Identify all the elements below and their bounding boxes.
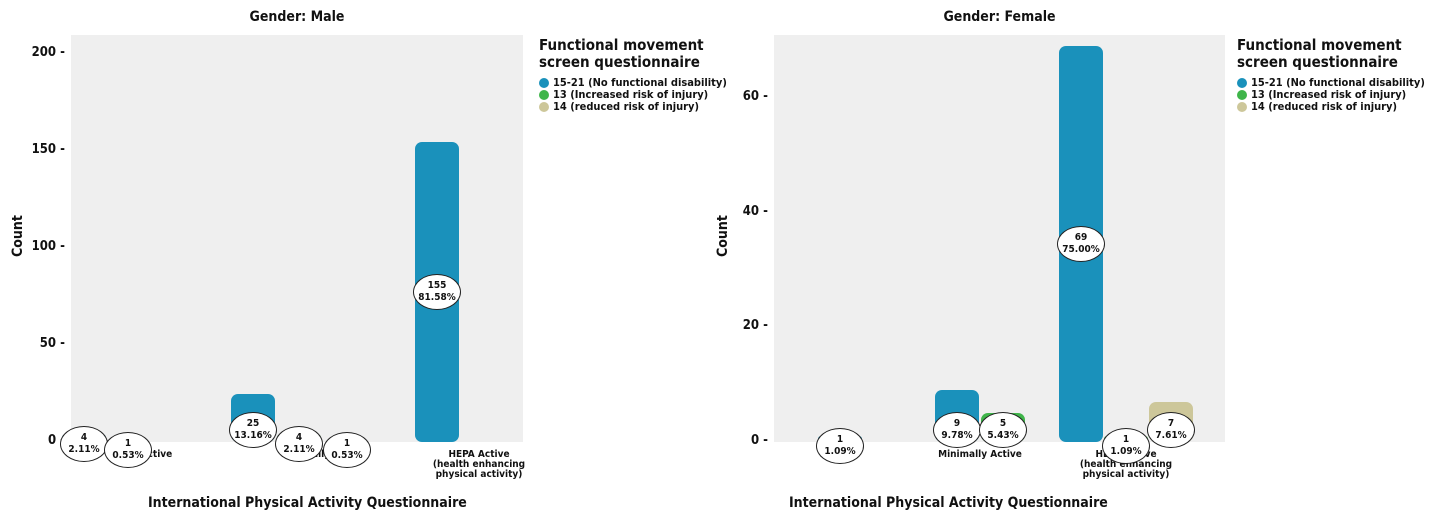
male-chart-title: Gender: Male (249, 9, 345, 25)
male-x-axis-label: International Physical Activity Question… (148, 495, 467, 511)
male-data-label: 1 0.53% (104, 432, 152, 469)
female-x-category-label: Minimally Active (938, 449, 1022, 460)
legend-swatch-icon (1237, 90, 1247, 100)
female-data-label: 9 9.78% (933, 412, 981, 448)
male-x-category-label: Inactive (131, 449, 173, 460)
legend-swatch-icon (1237, 78, 1247, 88)
female-plot-area (774, 35, 1225, 442)
female-legend-item: 15-21 (No functional disability) (1237, 77, 1437, 89)
male-y-tick-label: 200 - (31, 45, 65, 61)
male-data-label: 25 13.16% (229, 412, 277, 448)
female-data-label: 1 1.09% (816, 428, 864, 465)
male-x-category-label: HEPA Active (health enhancing physical a… (432, 449, 526, 480)
female-data-label: 69 75.00% (1057, 226, 1105, 263)
legend-item-label: 15-21 (No functional disability) (553, 76, 727, 89)
male-data-label: 4 2.11% (275, 426, 323, 463)
female-data-label: 7 7.61% (1147, 412, 1195, 448)
female-data-label: 5 5.43% (979, 412, 1027, 448)
female-chart-panel: Gender: Female 0 - 20 - 40 - 60 - Count Intern… (705, 0, 1440, 517)
legend-item-label: 15-21 (No functional disability) (1251, 76, 1425, 89)
legend-swatch-icon (539, 78, 549, 88)
male-data-label: 155 81.58% (413, 273, 461, 310)
legend-item-label: 13 (Increased risk of injury) (1251, 88, 1407, 101)
legend-item-label: 14 (reduced risk of injury) (1251, 100, 1398, 113)
female-legend-item: 13 (Increased risk of injury) (1237, 89, 1437, 101)
female-y-tick-label: 60 - (742, 89, 768, 105)
male-data-label: 1 0.53% (323, 432, 371, 469)
male-legend-title: Functional movement screen questionnaire (539, 36, 704, 71)
female-y-tick-label: 40 - (742, 203, 768, 219)
male-chart-panel: Gender: Male 0 - 50 - 100 - 150 - 200 - Count I… (10, 9, 727, 511)
female-y-axis-label: Count (715, 214, 731, 257)
legend-swatch-icon (539, 90, 549, 100)
female-chart-title: Gender: Female (943, 9, 1056, 25)
male-legend-item: 15-21 (No functional disability) (539, 77, 739, 89)
legend-swatch-icon (539, 102, 549, 112)
male-y-tick-label: 150 - (31, 142, 65, 158)
male-legend: Functional movement screen questionnaire… (539, 37, 739, 113)
male-legend-item: 14 (reduced risk of injury) (539, 101, 739, 113)
female-legend-item: 14 (reduced risk of injury) (1237, 101, 1437, 113)
male-y-tick-label: 0 - (47, 433, 65, 448)
male-y-tick-label: 100 - (31, 239, 65, 255)
legend-item-label: 14 (reduced risk of injury) (553, 100, 700, 113)
legend-item-label: 13 (Increased risk of injury) (553, 88, 709, 101)
female-legend-title: Functional movement screen questionnaire (1237, 36, 1402, 71)
male-y-axis-label: Count (10, 214, 26, 257)
male-legend-item: 13 (Increased risk of injury) (539, 89, 739, 101)
female-x-axis-label: International Physical Activity Question… (789, 495, 1108, 511)
female-data-label: 1 1.09% (1102, 428, 1150, 465)
female-y-tick-label: 0 - (750, 433, 768, 448)
female-legend: Functional movement screen questionnaire… (1237, 37, 1437, 113)
male-data-label: 4 2.11% (60, 426, 108, 463)
male-y-tick-label: 50 - (39, 336, 65, 352)
legend-swatch-icon (1237, 102, 1247, 112)
female-y-tick-label: 20 - (742, 318, 768, 334)
